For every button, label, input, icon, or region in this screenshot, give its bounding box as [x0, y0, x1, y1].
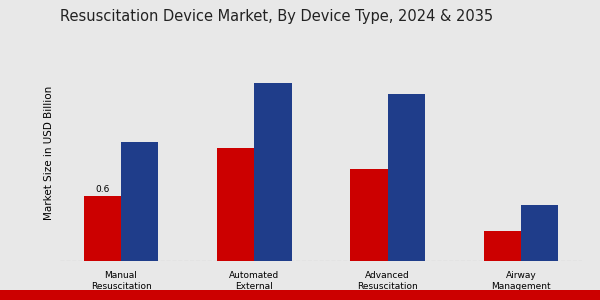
- Bar: [484, 231, 521, 261]
- Bar: [521, 205, 558, 261]
- Bar: [350, 169, 388, 261]
- Bar: [254, 83, 292, 261]
- Text: Resuscitation Device Market, By Device Type, 2024 & 2035: Resuscitation Device Market, By Device T…: [60, 9, 493, 24]
- Y-axis label: Market Size in USD Billion: Market Size in USD Billion: [44, 86, 55, 220]
- Bar: [388, 94, 425, 261]
- Bar: [84, 196, 121, 261]
- Bar: [121, 142, 158, 261]
- Text: 0.6: 0.6: [95, 185, 110, 194]
- Bar: [217, 148, 254, 261]
